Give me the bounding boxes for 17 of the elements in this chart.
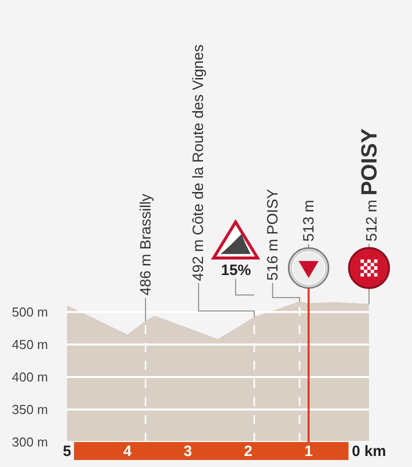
annotation: 512 m POISY [356, 128, 382, 242]
y-tick-label: 500 m [12, 304, 48, 320]
y-tick-label: 350 m [12, 402, 48, 418]
y-tick-label: 450 m [12, 337, 48, 352]
x-tick-label: 0 km [352, 443, 386, 460]
y-tick-label: 300 m [12, 434, 48, 450]
text: 15% [221, 262, 252, 279]
annotation: 513 m [300, 200, 318, 242]
y-tick-label: 400 m [12, 370, 48, 385]
x-tick-label: 1 [304, 443, 313, 460]
annotation: 492 m Côte de la Route des Vignes [190, 44, 208, 282]
x-tick-label: 3 [184, 443, 192, 460]
x-tick-label: 2 [244, 443, 252, 460]
x-tick-label: 5 [62, 443, 72, 460]
annotation: 486 m Brassilly [138, 193, 155, 296]
x-tick-label: 4 [123, 443, 132, 460]
annotation: 516 m POISY [264, 188, 282, 281]
